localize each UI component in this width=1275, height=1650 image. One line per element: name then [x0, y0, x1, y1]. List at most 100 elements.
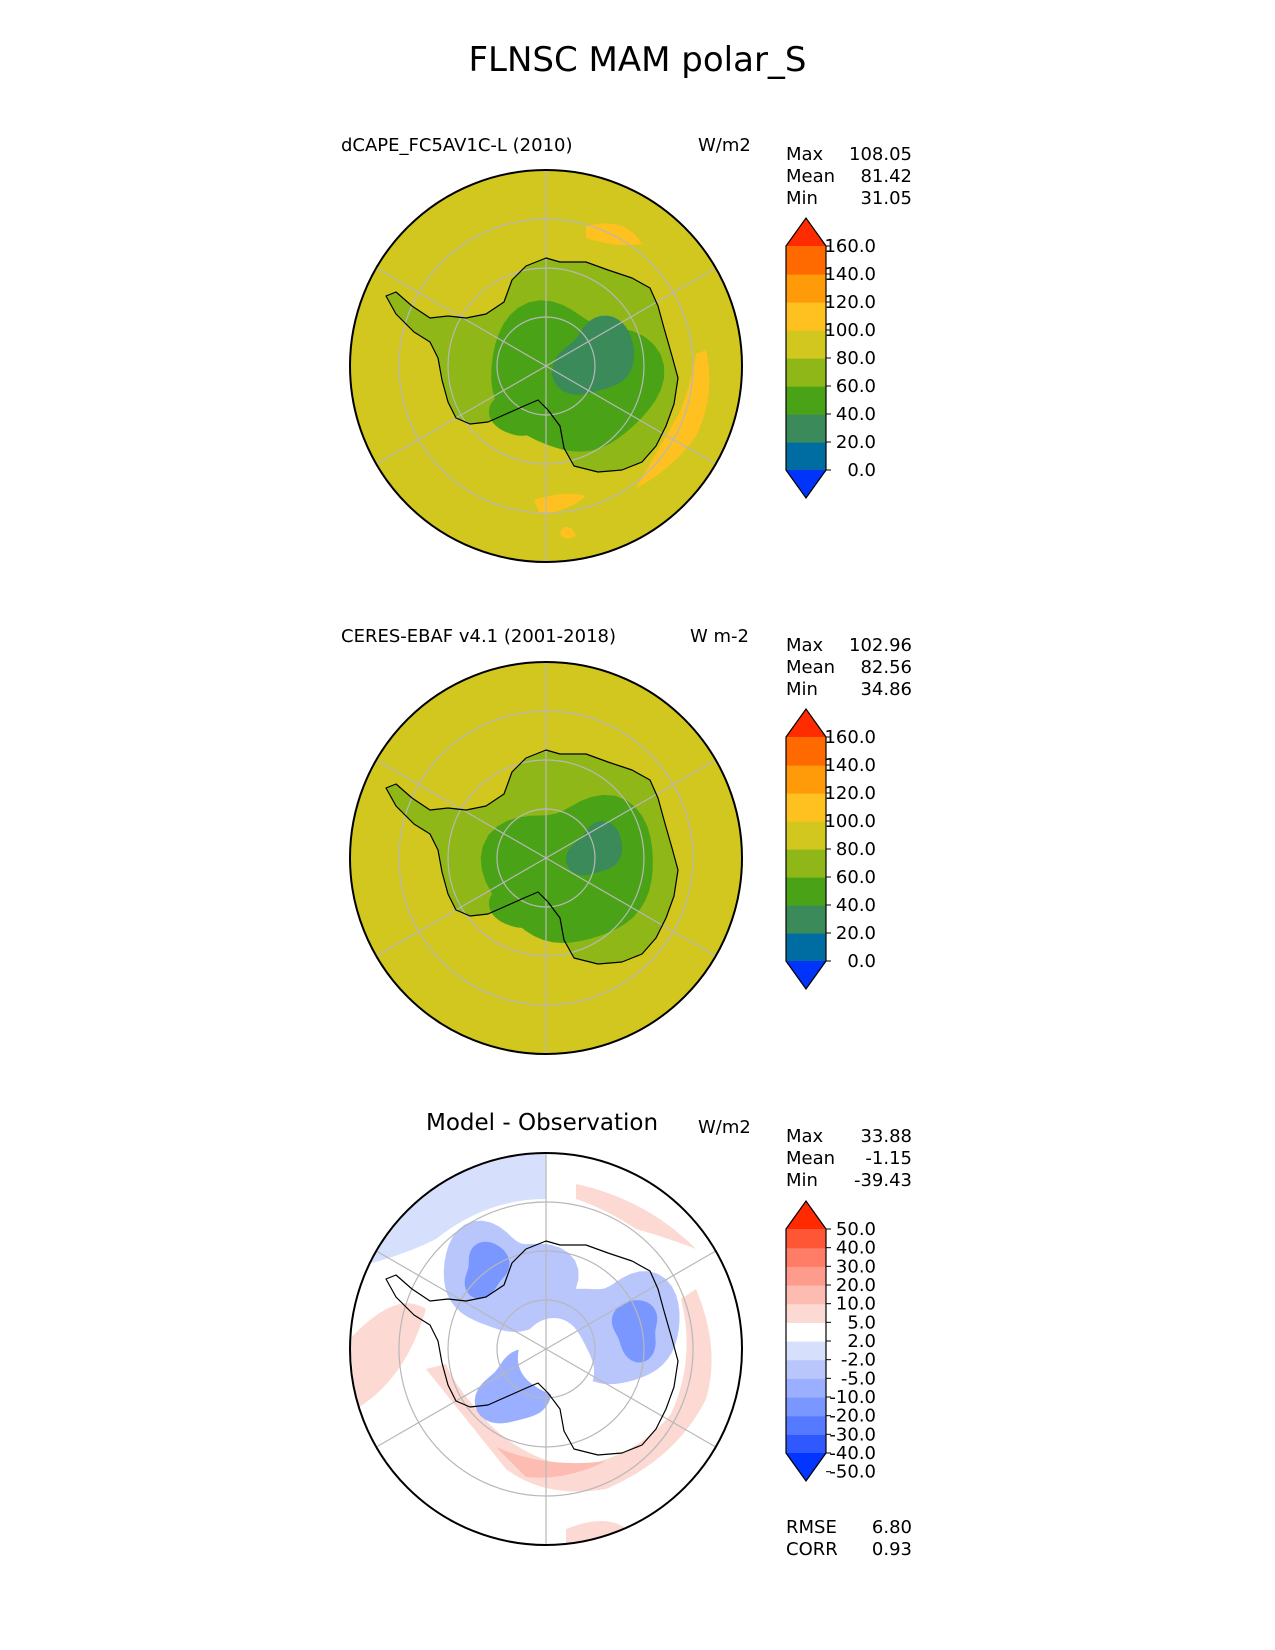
anomaly-patch — [611, 1300, 658, 1363]
stat-value: -39.43 — [853, 1170, 912, 1191]
metric-label: CORR — [786, 1539, 838, 1560]
colorbar-model: 160.0 140.0 120.0 100.0 80.0 60.0 40.0 20.0 0.0 — [785, 216, 876, 500]
colorbar-tick-label: -20.0 — [829, 1406, 876, 1427]
ocean-patch — [534, 493, 586, 514]
colorbar-segment — [786, 1285, 826, 1305]
stat-value: 33.88 — [860, 1126, 912, 1147]
colorbar-tick-label: -5.0 — [841, 1368, 876, 1389]
panel3-units: W/m2 — [698, 1117, 751, 1138]
colorbar-segment — [786, 302, 826, 331]
meridian-line — [545, 1250, 717, 1350]
land-field — [488, 388, 549, 436]
coastline — [385, 1240, 679, 1456]
map-field — [350, 170, 742, 562]
colorbar-tick-label: 60.0 — [836, 867, 876, 888]
anomaly-patch — [517, 1318, 595, 1398]
colorbar-segment — [786, 849, 826, 878]
colorbar-tick-label: 0.0 — [847, 951, 876, 972]
colorbar-tick-label: 100.0 — [824, 811, 876, 832]
stat-value: -1.15 — [865, 1148, 912, 1169]
colorbar-tick-label: 140.0 — [824, 755, 876, 776]
colorbar-extend-min — [786, 961, 826, 989]
colorbar-observation: 160.0 140.0 120.0 100.0 80.0 60.0 40.0 20.0 0.0 — [785, 707, 876, 991]
colorbar-segment — [786, 1341, 826, 1361]
colorbar-tick-label: 10.0 — [836, 1294, 876, 1315]
colorbar-segment — [786, 821, 826, 850]
colorbar-segment — [786, 765, 826, 794]
colorbar-tick-label: -30.0 — [829, 1424, 876, 1445]
meridian-line — [375, 365, 547, 465]
colorbar-segment — [786, 933, 826, 962]
colorbar-segment — [786, 1229, 826, 1249]
stat-value: 81.42 — [860, 166, 912, 187]
colorbar-tick-label: 40.0 — [836, 1238, 876, 1259]
colorbar-tick-label: 140.0 — [824, 264, 876, 285]
colorbar-extend-min — [786, 1453, 826, 1481]
colorbar-tick-label: 40.0 — [836, 895, 876, 916]
map-boundary — [349, 169, 743, 563]
anomaly-patch — [496, 1447, 606, 1478]
colorbar-segment — [786, 442, 826, 471]
colorbar-tick-label: -50.0 — [829, 1462, 876, 1483]
panel1-stats: Max 108.05 Mean 81.42 Min 31.05 — [786, 144, 912, 210]
metric-value: 0.93 — [871, 1539, 912, 1560]
anomaly-patch — [576, 1184, 696, 1249]
figure-title: FLNSC MAM polar_S — [468, 40, 807, 80]
meridian-line — [545, 759, 717, 859]
panel3-metrics: RMSE 6.80 CORR 0.93 — [786, 1517, 912, 1561]
stat-label: Max — [786, 635, 824, 656]
stat-value: 102.96 — [849, 635, 912, 656]
colorbar-segment — [786, 1266, 826, 1286]
ocean-patch — [560, 527, 576, 539]
colorbar-tick-label: 30.0 — [836, 1256, 876, 1277]
colorbar-segment — [786, 330, 826, 359]
colorbar-segment — [786, 793, 826, 822]
panel2-units: W m-2 — [690, 626, 750, 647]
colorbar-tick-label: 5.0 — [847, 1312, 876, 1333]
colorbar-segment — [786, 1378, 826, 1398]
map-boundary — [349, 661, 743, 1055]
coastline — [385, 257, 679, 473]
stat-label: Max — [786, 144, 824, 165]
colorbar-extend-max — [786, 218, 826, 246]
graticule — [375, 662, 717, 1054]
colorbar-segment — [786, 1322, 826, 1342]
colorbar-tick-label: 2.0 — [847, 1331, 876, 1352]
panel2-stats: Max 102.96 Mean 82.56 Min 34.86 — [786, 635, 912, 701]
colorbar-tick-label: -40.0 — [829, 1443, 876, 1464]
land-field — [488, 880, 549, 928]
polar-map-observation — [349, 661, 743, 1055]
colorbar-tick-label: 80.0 — [836, 348, 876, 369]
colorbar-segment — [786, 1359, 826, 1379]
land-field — [552, 315, 634, 395]
colorbar-segment — [786, 905, 826, 934]
panel1-title: dCAPE_FC5AV1C-L (2010) — [341, 135, 573, 156]
colorbar-segment — [786, 1415, 826, 1435]
colorbar-tick-label: 160.0 — [824, 236, 876, 257]
anomaly-patch — [426, 1289, 712, 1492]
map-field — [350, 662, 742, 1054]
stat-label: Mean — [786, 657, 836, 678]
colorbar-tick-label: 80.0 — [836, 839, 876, 860]
panel2-title: CERES-EBAF v4.1 (2001-2018) — [341, 626, 617, 647]
colorbar-tick-label: 120.0 — [824, 292, 876, 313]
stat-label: Min — [786, 679, 818, 700]
colorbar-tick-label: 0.0 — [847, 460, 876, 481]
colorbar-segment — [786, 274, 826, 303]
colorbar-segment — [786, 1434, 826, 1454]
colorbar-tick-label: 100.0 — [824, 320, 876, 341]
colorbar-segment — [786, 877, 826, 906]
coastline — [385, 749, 679, 965]
colorbar-segment — [786, 1247, 826, 1267]
meridian-line — [375, 1348, 547, 1448]
colorbar-tick-label: 50.0 — [836, 1219, 876, 1240]
ocean-patch — [636, 350, 710, 488]
colorbar-extend-min — [786, 470, 826, 498]
meridian-line — [545, 857, 717, 957]
colorbar-extend-max — [786, 1201, 826, 1229]
colorbar-tick-label: -10.0 — [829, 1387, 876, 1408]
meridian-line — [545, 1348, 717, 1448]
colorbar-tick-label: 20.0 — [836, 432, 876, 453]
colorbar-segment — [786, 1303, 826, 1323]
colorbar-segment — [786, 737, 826, 766]
